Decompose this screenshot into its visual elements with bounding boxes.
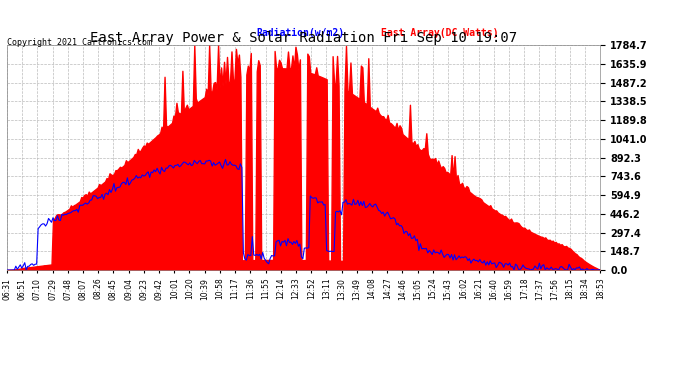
- Text: Radiation(w/m2): Radiation(w/m2): [256, 28, 344, 38]
- Text: Copyright 2021 Cartronics.com: Copyright 2021 Cartronics.com: [7, 38, 152, 47]
- Text: East Array(DC Watts): East Array(DC Watts): [381, 28, 498, 38]
- Title: East Array Power & Solar Radiation Fri Sep 10 19:07: East Array Power & Solar Radiation Fri S…: [90, 31, 518, 45]
